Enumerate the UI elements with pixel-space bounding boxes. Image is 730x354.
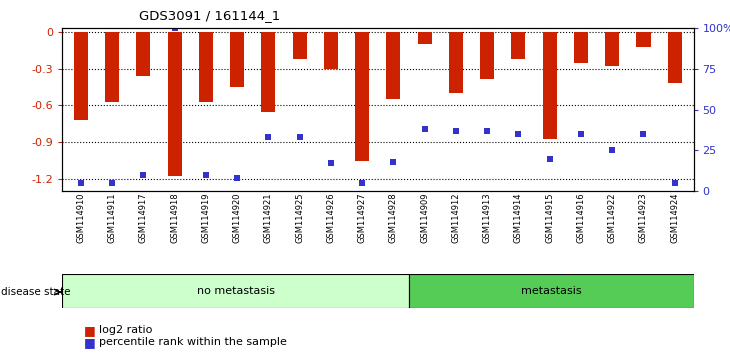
Point — [137, 172, 149, 178]
Point — [293, 135, 305, 140]
Point — [637, 131, 649, 137]
Bar — [168, 32, 182, 176]
Bar — [542, 32, 557, 138]
Bar — [512, 32, 526, 59]
Bar — [230, 32, 244, 87]
Point — [575, 131, 587, 137]
Bar — [62, 274, 410, 308]
Bar — [637, 32, 650, 47]
Point — [107, 180, 118, 186]
Bar — [105, 32, 119, 102]
Text: no metastasis: no metastasis — [196, 286, 274, 296]
Bar — [668, 32, 682, 84]
Point — [169, 25, 180, 31]
Point — [200, 172, 212, 178]
Bar — [324, 32, 338, 69]
Bar — [293, 32, 307, 59]
Bar — [137, 32, 150, 76]
Text: GDS3091 / 161144_1: GDS3091 / 161144_1 — [139, 9, 280, 22]
Bar — [480, 32, 494, 79]
Point — [231, 175, 243, 181]
Bar — [449, 32, 463, 93]
Point — [544, 156, 556, 161]
Bar — [605, 32, 619, 66]
Bar — [574, 32, 588, 63]
Bar — [74, 32, 88, 120]
Bar — [418, 32, 431, 44]
Point — [669, 180, 680, 186]
Bar — [261, 32, 275, 112]
Point — [75, 180, 87, 186]
Bar — [410, 274, 694, 308]
Point — [356, 180, 368, 186]
Text: ■: ■ — [84, 336, 96, 349]
Text: disease state: disease state — [1, 287, 71, 297]
Text: metastasis: metastasis — [521, 286, 582, 296]
Point — [607, 148, 618, 153]
Point — [512, 131, 524, 137]
Bar — [355, 32, 369, 161]
Point — [388, 159, 399, 165]
Text: log2 ratio: log2 ratio — [99, 325, 152, 335]
Bar — [386, 32, 401, 99]
Point — [325, 161, 337, 166]
Point — [450, 128, 462, 134]
Point — [481, 128, 493, 134]
Point — [419, 126, 431, 132]
Text: ■: ■ — [84, 324, 96, 337]
Text: percentile rank within the sample: percentile rank within the sample — [99, 337, 286, 347]
Bar — [199, 32, 213, 102]
Point — [263, 135, 274, 140]
